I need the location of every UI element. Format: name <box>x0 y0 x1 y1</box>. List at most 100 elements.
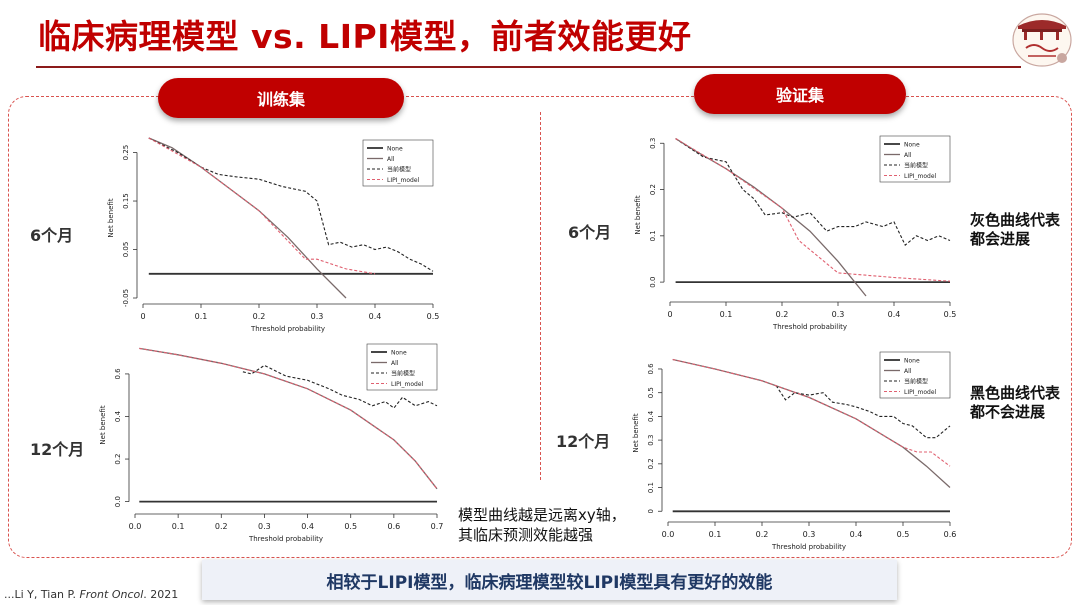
legend: None All 当前模型 LIPI_model <box>366 343 438 391</box>
y-tick-label: 0.3 <box>649 138 657 149</box>
y-tick-label: 0.6 <box>647 363 655 375</box>
slide-title: 临床病理模型 vs. LIPI模型，前者效能更好 <box>38 17 692 56</box>
school-logo-icon <box>1012 13 1072 67</box>
y-tick-label: 0.4 <box>114 410 122 422</box>
legend-label: None <box>904 142 920 149</box>
column-divider <box>540 112 541 480</box>
legend-label: 当前模型 <box>387 166 411 174</box>
legend-label: LIPI_model <box>387 177 420 184</box>
x-tick-label: 0.1 <box>172 522 185 531</box>
legend: None All 当前模型 LIPI_model <box>879 351 951 399</box>
legend: None All 当前模型 LIPI_model <box>879 135 951 183</box>
plot-area: 0 0.1 0.2 0.3 0.4 0.5 0.0 0.1 0.2 0.3 Threshold pr… <box>634 138 956 331</box>
citation-year: . 2021 <box>143 588 179 601</box>
series-line-- <box>148 137 434 272</box>
gray-curve-note-line2: 都会进展 <box>970 230 1031 248</box>
y-tick-label: 0.3 <box>647 435 655 446</box>
legend-label: All <box>904 152 912 159</box>
plot-area: 0 0.1 0.2 0.3 0.4 0.5 -0.05 0.05 0.15 0.25 Thresho… <box>107 137 440 333</box>
y-tick-label: 0.2 <box>647 458 655 469</box>
x-tick-label: 0.2 <box>253 312 266 321</box>
x-tick-label: 0.5 <box>344 522 357 531</box>
dca-chart-train-12-months: 0.0 0.1 0.2 0.3 0.4 0.5 0.6 0.7 0.0 0.2 0.4 0.6 Thre… <box>99 343 444 543</box>
x-tick-label: 0.6 <box>944 530 957 539</box>
plot-area: 0.0 0.1 0.2 0.3 0.4 0.5 0.6 0.7 0.0 0.2 0.4 0.6 Thre… <box>99 347 444 543</box>
black-curve-note-line1: 黑色曲线代表 <box>970 384 1061 402</box>
y-tick-label: -0.05 <box>122 289 130 307</box>
dca-chart-train-6-months: 0 0.1 0.2 0.3 0.4 0.5 -0.05 0.05 0.15 0.25 Thresho… <box>107 137 440 333</box>
legend-label: All <box>387 156 395 163</box>
gray-curve-note: 灰色曲线代表 都会进展 <box>970 211 1060 249</box>
row-label-6-months-train: 6个月 <box>30 226 74 245</box>
x-tick-label: 0.1 <box>195 312 208 321</box>
legend-label: 当前模型 <box>391 370 415 378</box>
y-tick-label: 0.1 <box>649 230 657 241</box>
x-tick-label: 0.4 <box>888 310 901 319</box>
x-tick-label: 0.4 <box>369 312 382 321</box>
plot-area: 0.0 0.1 0.2 0.3 0.4 0.5 0.6 0 0.1 0.2 0.3 0.4 0.5 0.6… <box>632 358 957 551</box>
dca-chart-validation-12-months: 0.0 0.1 0.2 0.3 0.4 0.5 0.6 0 0.1 0.2 0.3 0.4 0.5 0.6… <box>632 351 957 551</box>
x-tick-label: 0.2 <box>776 310 789 319</box>
y-tick-label: 0.5 <box>647 387 655 398</box>
gray-curve-note-line1: 灰色曲线代表 <box>970 211 1061 229</box>
y-tick-label: 0.6 <box>114 368 122 380</box>
black-curve-note-line2: 都不会进展 <box>970 403 1046 421</box>
x-tick-label: 0.1 <box>709 530 722 539</box>
training-set-badge: 训练集 <box>158 78 404 118</box>
row-label-12-months-train: 12个月 <box>30 440 85 459</box>
citation-authors: ...Li Y, Tian P. <box>4 588 80 601</box>
x-tick-label: 0.3 <box>803 530 816 539</box>
legend-label: LIPI_model <box>391 381 424 388</box>
y-tick-label: 0.2 <box>114 453 122 464</box>
y-axis-title: Net benefit <box>632 413 640 452</box>
y-tick-label: 0.15 <box>122 193 130 209</box>
legend-label: All <box>391 360 399 367</box>
legend-label: 当前模型 <box>904 378 928 386</box>
y-axis-title: Net benefit <box>107 198 115 237</box>
y-tick-label: 0 <box>647 509 655 513</box>
dca-chart-validation-6-months: 0 0.1 0.2 0.3 0.4 0.5 0.0 0.1 0.2 0.3 Threshold pr… <box>634 135 956 331</box>
x-tick-label: 0.2 <box>756 530 769 539</box>
x-axis-title: Threshold probability <box>248 535 323 543</box>
y-tick-label: 0.1 <box>647 482 655 493</box>
x-tick-label: 0.7 <box>431 522 444 531</box>
x-tick-label: 0.3 <box>832 310 845 319</box>
legend-label: LIPI_model <box>904 173 937 180</box>
series-line-- <box>675 138 951 246</box>
x-axis-title: Threshold probability <box>250 325 325 333</box>
legend-label: All <box>904 368 912 375</box>
y-tick-label: 0.2 <box>649 184 657 195</box>
legend: None All 当前模型 LIPI_model <box>362 139 434 187</box>
x-tick-label: 0.5 <box>427 312 440 321</box>
legend-label: 当前模型 <box>904 162 928 170</box>
series-line-- <box>242 364 438 409</box>
model-curve-note-line1: 模型曲线越是远离xy轴， <box>458 506 626 524</box>
x-tick-label: 0.5 <box>944 310 957 319</box>
y-axis-title: Net benefit <box>99 405 107 444</box>
legend-label: LIPI_model <box>904 389 937 396</box>
x-tick-label: 0.6 <box>387 522 400 531</box>
legend-label: None <box>904 358 920 365</box>
y-tick-label: 0.05 <box>122 242 130 258</box>
content-frame <box>8 96 1072 558</box>
legend-label: None <box>391 350 407 357</box>
x-tick-label: 0 <box>667 310 672 319</box>
y-axis-title: Net benefit <box>634 195 642 234</box>
x-tick-label: 0.3 <box>258 522 271 531</box>
x-tick-label: 0.3 <box>311 312 324 321</box>
y-tick-label: 0.4 <box>647 410 655 422</box>
x-tick-label: 0.0 <box>662 530 675 539</box>
x-axis-title: Threshold probability <box>772 323 847 331</box>
conclusion-banner: 相较于LIPI模型，临床病理模型较LIPI模型具有更好的效能 <box>202 560 897 600</box>
x-tick-label: 0.4 <box>850 530 863 539</box>
x-tick-label: 0.0 <box>129 522 142 531</box>
series-line-all <box>675 138 867 297</box>
legend-label: None <box>387 146 403 153</box>
x-tick-label: 0 <box>140 312 145 321</box>
y-tick-label: 0.25 <box>122 145 130 161</box>
citation: ...Li Y, Tian P. Front Oncol. 2021 <box>4 588 178 601</box>
series-line-all <box>148 137 347 299</box>
validation-set-badge: 验证集 <box>694 74 906 114</box>
x-tick-label: 0.2 <box>215 522 228 531</box>
row-label-12-months-valid: 12个月 <box>556 432 611 451</box>
